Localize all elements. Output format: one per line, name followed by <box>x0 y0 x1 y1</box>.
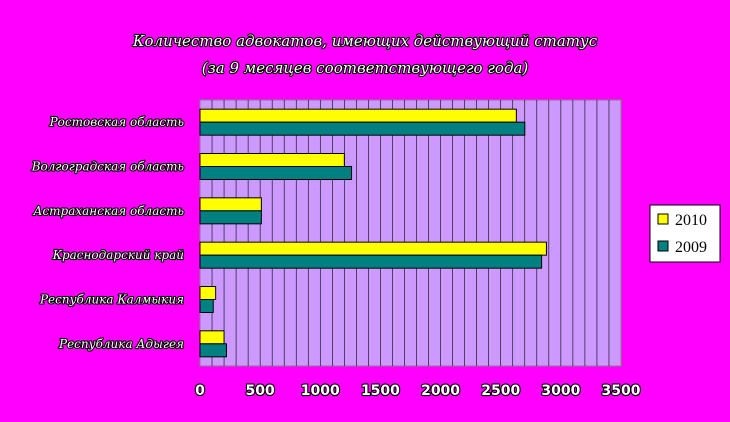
category-labels: Ростовская область Волгоградская область А… <box>30 114 186 352</box>
x-tick-label: 2000 <box>421 383 460 399</box>
x-tick-label: 1500 <box>361 383 400 399</box>
bar-2009-4 <box>199 299 214 313</box>
bar-2009-1 <box>199 166 353 180</box>
legend-swatch-2009 <box>657 240 669 252</box>
x-tick-label: 3500 <box>602 383 641 399</box>
legend: 2010 2009 <box>649 204 721 263</box>
bar-2010-5 <box>199 330 225 345</box>
bars <box>199 108 547 358</box>
bar-2010-2 <box>199 197 262 212</box>
bar-2010-4 <box>199 286 217 300</box>
x-tick-label: 1000 <box>301 383 340 399</box>
x-tick-label: 2500 <box>481 383 520 399</box>
x-tick-label: 0 <box>195 383 205 399</box>
bar-2010-0 <box>199 108 517 123</box>
bar-2010-1 <box>199 153 345 167</box>
x-tick-label: 3000 <box>541 383 580 399</box>
legend-label-2009: 2009 <box>675 239 707 256</box>
x-tick-label: 500 <box>246 383 275 399</box>
bar-2009-3 <box>199 254 543 269</box>
category-label: Волгоградская область <box>31 160 184 174</box>
legend-label-2010: 2010 <box>675 212 707 229</box>
category-label: Краснодарский край <box>52 248 184 262</box>
bar-2009-0 <box>199 121 526 136</box>
legend-swatch-2010 <box>657 213 669 225</box>
chart-subtitle: (за 9 месяцев соответствующего года) <box>202 59 529 77</box>
category-label: Республика Адыгея <box>58 337 184 351</box>
category-label: Астраханская область <box>32 204 184 218</box>
category-label: Ростовская область <box>49 115 184 129</box>
grid-lines <box>211 100 610 366</box>
bar-2009-2 <box>199 210 262 225</box>
category-label: Республика Калмыкия <box>39 293 184 307</box>
chart-title: Количество адвокатов, имеющих действующи… <box>132 32 598 50</box>
bar-2010-3 <box>199 241 547 256</box>
plot-area <box>199 99 622 367</box>
x-tick-labels: 0 500 1000 1500 2000 2500 3000 3500 <box>194 382 642 400</box>
bar-2009-5 <box>199 343 227 358</box>
